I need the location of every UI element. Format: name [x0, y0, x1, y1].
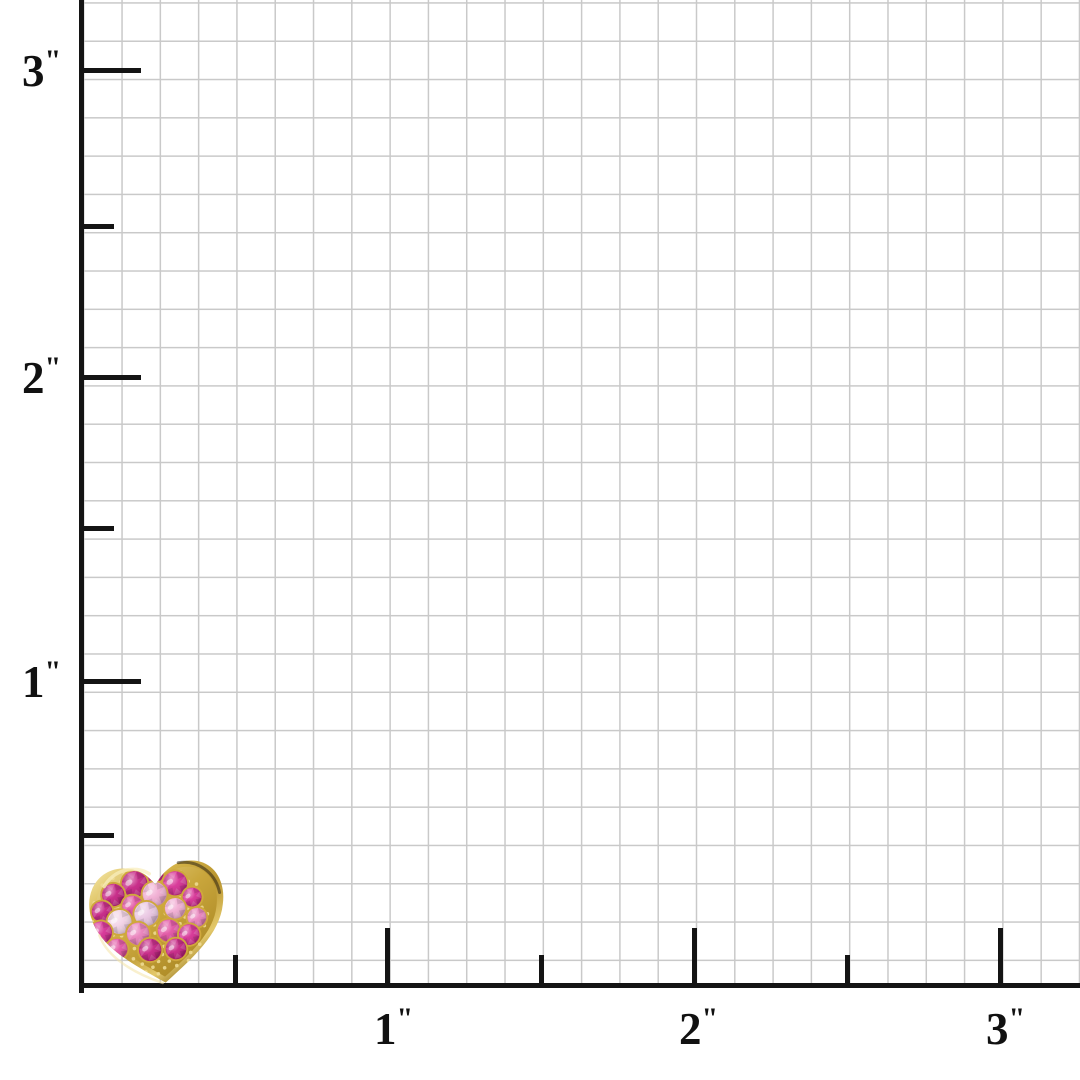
inch-symbol: ": [1008, 1002, 1026, 1035]
x-major-tick-3in: [998, 928, 1003, 984]
gem-sparkle: [167, 904, 174, 910]
gem-sparkle: [105, 891, 112, 897]
heart-pendant-graphic: [85, 857, 232, 990]
milgrain-bead: [106, 958, 111, 963]
x-major-tick-1in: [385, 928, 390, 984]
y-axis-label-3in: 3": [22, 44, 62, 96]
gold-highlight-bottom: [98, 934, 164, 985]
gold-shadow-right: [176, 860, 222, 895]
gem-sparkle: [125, 879, 133, 886]
inch-symbol: ": [396, 1002, 414, 1035]
gemstone: [162, 896, 188, 921]
y-label-3-value: 3: [22, 46, 45, 96]
milgrain-bead: [151, 965, 155, 970]
gem-sparkle: [166, 878, 174, 885]
milgrain-bead: [162, 966, 167, 970]
milgrain-bead: [156, 971, 161, 976]
gem-shine: [142, 882, 167, 907]
gem-sparkle: [160, 926, 168, 933]
x-axis-label-3in: 3": [986, 1002, 1026, 1054]
x-minor-tick-0-5: [233, 955, 238, 984]
gem-sparkle: [146, 889, 153, 896]
y-major-tick-1in: [84, 679, 141, 684]
gold-highlight-left: [102, 867, 151, 889]
y-major-tick-3in: [84, 68, 141, 73]
gem-shine: [121, 871, 148, 897]
gem-sparkle: [181, 930, 188, 936]
gem-sparkle: [130, 929, 137, 936]
gem-sparkle: [125, 902, 131, 908]
milgrain-bead: [159, 864, 163, 869]
y-minor-tick-1-5: [84, 526, 114, 531]
gemstone: [132, 900, 161, 928]
milgrain-bead: [90, 931, 95, 936]
gemstone: [185, 905, 209, 929]
gem-shine: [163, 871, 188, 896]
pave-heart-pendant: [81, 842, 237, 996]
x-major-tick-2in: [692, 928, 697, 984]
gem-shine: [102, 883, 125, 907]
milgrain-bead: [188, 950, 193, 955]
gem-sparkle: [137, 909, 145, 916]
y-axis-label-1in: 1": [22, 655, 62, 707]
gem-sparkle: [168, 945, 175, 951]
gem-facet: [155, 864, 162, 870]
gem-sparkle: [185, 893, 191, 899]
gem-shine: [107, 909, 132, 935]
milgrain-bead: [147, 860, 151, 865]
graph-paper-grid: [84, 0, 1080, 986]
milgrain-bead: [123, 959, 128, 964]
x-axis-line: [79, 983, 1080, 988]
inch-symbol: ": [44, 351, 62, 384]
gemstone: [105, 908, 134, 936]
milgrain-bead: [174, 963, 179, 968]
inch-symbol: ": [44, 655, 62, 688]
gem-facet: [158, 867, 164, 875]
milgrain-bead: [197, 942, 202, 946]
x-axis-label-2in: 2": [679, 1002, 719, 1054]
milgrain-bead: [151, 867, 156, 872]
x-label-2-value: 2: [679, 1004, 702, 1054]
inch-symbol: ": [701, 1002, 719, 1035]
gemstone: [163, 936, 189, 962]
gem-shine: [138, 938, 162, 962]
x-axis-label-1in: 1": [374, 1002, 414, 1054]
gem-sparkle: [142, 945, 149, 952]
y-minor-tick-0-5: [84, 833, 114, 838]
gemstone: [137, 936, 164, 963]
milgrain-bead: [167, 959, 172, 963]
milgrain-bead: [100, 948, 105, 952]
gem-shine: [134, 901, 159, 927]
gem-facet: [89, 930, 97, 940]
milgrain-bead: [140, 962, 145, 966]
gem-shine: [164, 898, 186, 919]
inch-symbol: ": [44, 44, 62, 77]
gem-shine: [182, 887, 202, 907]
y-axis-line: [79, 0, 84, 993]
gem-shine: [157, 919, 181, 942]
gem-sparkle: [110, 917, 118, 924]
milgrain-bead: [132, 946, 137, 951]
milgrain-bead: [131, 957, 136, 961]
milgrain-bead: [194, 882, 199, 886]
x-minor-tick-1-5: [539, 955, 544, 984]
gemstone: [180, 885, 204, 909]
gem-facet: [148, 864, 156, 870]
gem-facet: [91, 936, 100, 944]
milgrain-bead: [154, 876, 158, 880]
gem-sparkle: [94, 908, 101, 914]
x-label-1-value: 1: [374, 1004, 397, 1054]
y-axis-label-2in: 2": [22, 351, 62, 403]
y-major-tick-2in: [84, 375, 141, 380]
gem-shine: [165, 938, 187, 960]
gem-sparkle: [190, 913, 196, 919]
gem-shine: [187, 907, 207, 927]
y-label-2-value: 2: [22, 353, 45, 403]
x-minor-tick-2-5: [845, 955, 850, 984]
y-minor-tick-2-5: [84, 224, 114, 229]
x-label-3-value: 3: [986, 1004, 1009, 1054]
y-label-1-value: 1: [22, 657, 45, 707]
